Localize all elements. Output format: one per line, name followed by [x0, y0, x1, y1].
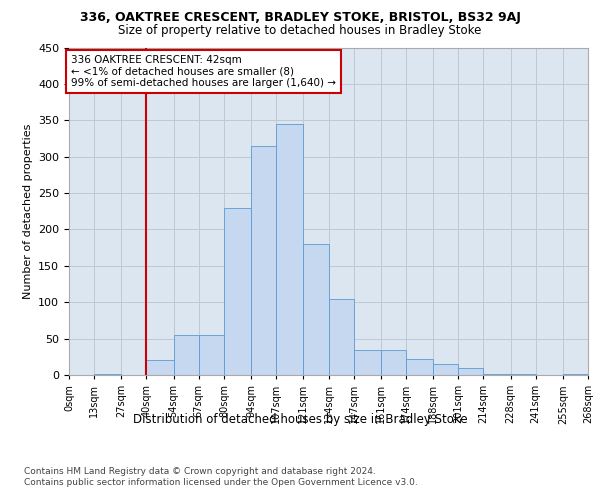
Bar — [276, 124, 304, 375]
Bar — [94, 374, 121, 375]
Text: 336 OAKTREE CRESCENT: 42sqm
← <1% of detached houses are smaller (8)
99% of semi: 336 OAKTREE CRESCENT: 42sqm ← <1% of det… — [71, 55, 336, 88]
Bar — [224, 208, 251, 375]
Bar — [173, 335, 199, 375]
Bar — [329, 298, 353, 375]
Bar — [251, 146, 276, 375]
Bar — [304, 244, 329, 375]
Text: 336, OAKTREE CRESCENT, BRADLEY STOKE, BRISTOL, BS32 9AJ: 336, OAKTREE CRESCENT, BRADLEY STOKE, BR… — [80, 11, 520, 24]
Bar — [146, 360, 173, 375]
Bar — [406, 359, 433, 375]
Bar — [563, 374, 588, 375]
Bar — [199, 335, 224, 375]
Bar — [511, 374, 536, 375]
Bar — [381, 350, 406, 375]
Bar — [484, 374, 511, 375]
Bar — [433, 364, 458, 375]
Text: Size of property relative to detached houses in Bradley Stoke: Size of property relative to detached ho… — [118, 24, 482, 37]
Bar — [458, 368, 484, 375]
Bar — [353, 350, 381, 375]
Y-axis label: Number of detached properties: Number of detached properties — [23, 124, 32, 299]
Text: Distribution of detached houses by size in Bradley Stoke: Distribution of detached houses by size … — [133, 412, 467, 426]
Text: Contains HM Land Registry data © Crown copyright and database right 2024.
Contai: Contains HM Land Registry data © Crown c… — [24, 468, 418, 487]
